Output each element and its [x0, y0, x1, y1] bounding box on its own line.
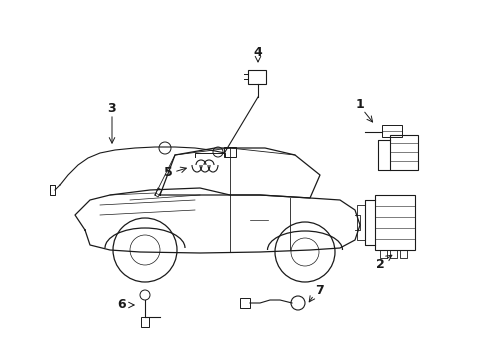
- Bar: [240, 298, 249, 308]
- Bar: [399, 250, 406, 258]
- Text: 6: 6: [118, 298, 126, 311]
- Text: 1: 1: [355, 99, 364, 112]
- Bar: [379, 250, 386, 258]
- Bar: [381, 125, 401, 137]
- Bar: [389, 250, 396, 258]
- Text: 3: 3: [107, 102, 116, 114]
- Text: 4: 4: [253, 45, 262, 58]
- Bar: [247, 70, 265, 84]
- Text: 2: 2: [375, 258, 384, 271]
- Bar: [224, 147, 236, 157]
- Bar: [374, 195, 414, 250]
- Text: 7: 7: [315, 284, 324, 297]
- Text: 5: 5: [163, 166, 172, 179]
- Bar: [141, 317, 149, 327]
- Bar: [389, 135, 417, 170]
